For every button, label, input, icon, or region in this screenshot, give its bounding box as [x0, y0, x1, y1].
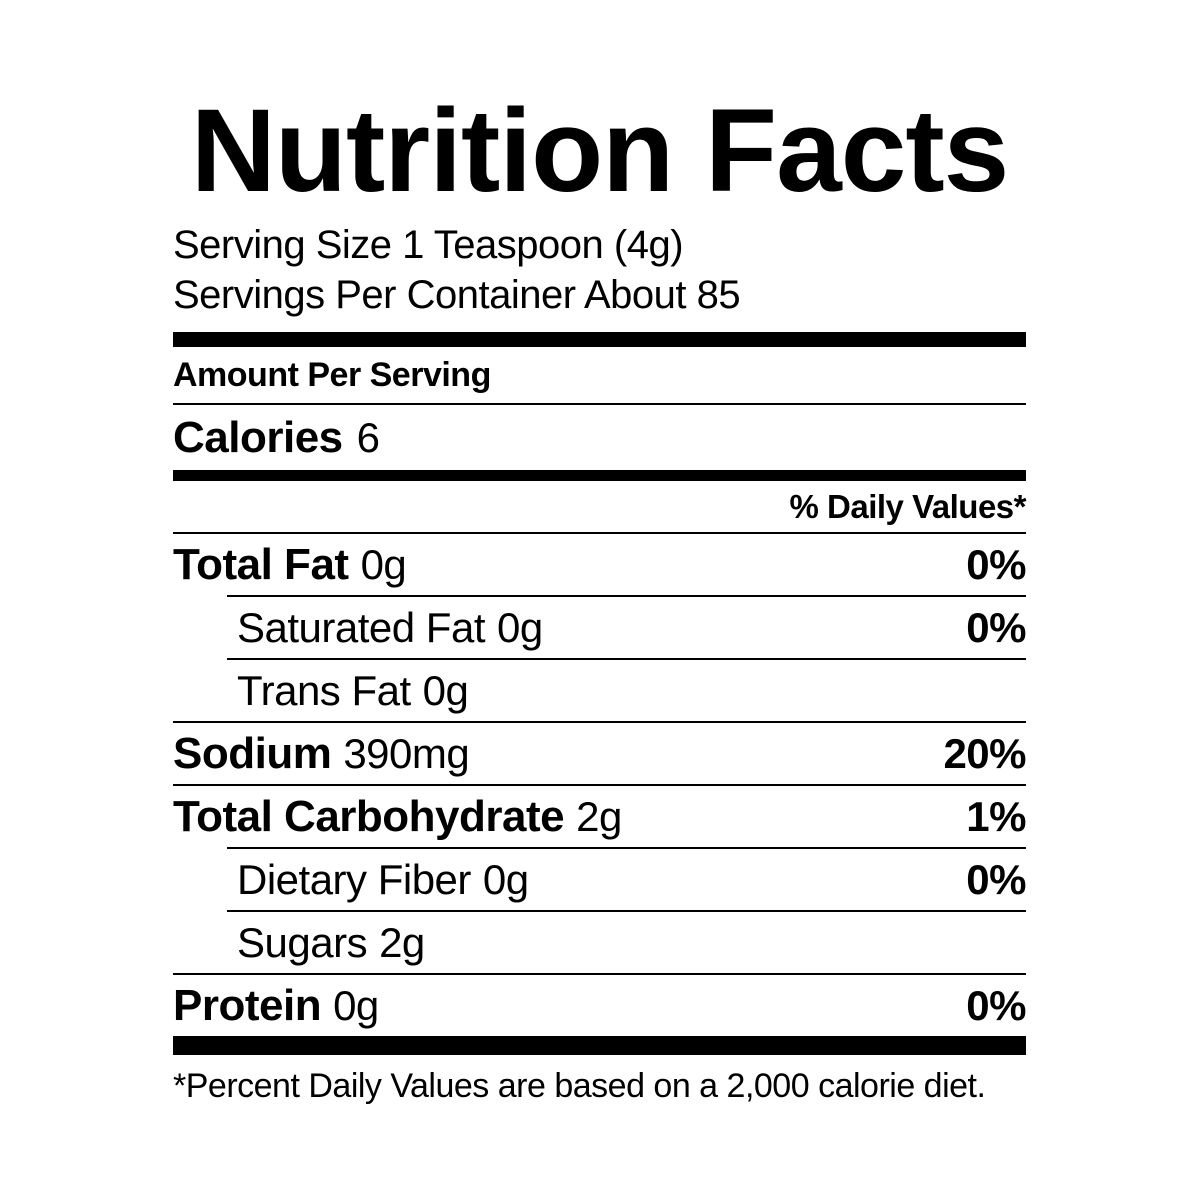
serving-size-line: Serving Size 1 Teaspoon (4g) — [173, 223, 684, 267]
nutrient-rows: Total Fat 0g 0% Saturated Fat 0g 0% Trans Fat 0… — [173, 532, 1026, 1036]
nutrient-name: Saturated Fat — [237, 603, 485, 651]
calories-row: Calories 6 — [173, 405, 1026, 470]
nutrient-row: Protein 0g 0% — [173, 973, 1026, 1036]
nutrient-name: Sodium — [173, 728, 332, 778]
nutrient-row: Sodium 390mg 20% — [173, 721, 1026, 784]
nutrient-daily-value: 0% — [966, 540, 1026, 588]
nutrient-name: Dietary Fiber — [237, 855, 471, 903]
nutrient-left: Trans Fat 0g — [227, 666, 469, 715]
nutrient-row: Sugars 2g — [227, 910, 1026, 973]
nutrient-left: Total Fat 0g — [173, 539, 407, 590]
nutrient-name: Total Fat — [173, 539, 349, 589]
nutrient-name: Sugars — [237, 918, 368, 966]
nutrient-amount: 0g — [496, 603, 543, 651]
nutrient-name: Total Carbohydrate — [173, 791, 565, 841]
footnote: *Percent Daily Values are based on a 2,0… — [173, 1067, 986, 1105]
nutrient-left: Saturated Fat 0g — [227, 604, 543, 652]
nutrient-left: Dietary Fiber 0g — [227, 856, 529, 904]
nutrient-row: Total Carbohydrate 2g 1% — [173, 784, 1026, 847]
nutrient-left: Sodium 390mg — [173, 728, 470, 779]
nutrient-row: Total Fat 0g 0% — [173, 532, 1026, 595]
nutrient-amount: 0g — [482, 855, 529, 903]
nutrient-name: Protein — [173, 980, 322, 1030]
calories-label: Calories — [173, 412, 343, 462]
thick-rule-top — [173, 332, 1026, 347]
nutrient-daily-value: 20% — [943, 729, 1026, 777]
label-title: Nutrition Facts — [190, 85, 1010, 217]
daily-values-header-row: % Daily Values* — [173, 481, 1027, 532]
nutrient-amount: 0g — [422, 666, 469, 714]
nutrient-amount: 2g — [576, 792, 622, 840]
nutrient-left: Total Carbohydrate 2g — [173, 792, 622, 842]
nutrient-amount: 0g — [360, 540, 407, 588]
thick-rule-calories — [173, 470, 1026, 481]
nutrient-left: Protein 0g — [173, 981, 379, 1031]
daily-values-header: % Daily Values* — [789, 487, 1027, 525]
nutrient-amount: 0g — [333, 981, 379, 1029]
nutrient-amount: 2g — [379, 918, 425, 966]
nutrient-row: Saturated Fat 0g 0% — [227, 595, 1026, 658]
nutrient-row: Dietary Fiber 0g 0% — [227, 847, 1026, 910]
nutrient-row: Trans Fat 0g — [227, 658, 1026, 721]
amount-per-serving-row: Amount Per Serving — [173, 347, 1026, 405]
nutrient-daily-value: 0% — [966, 981, 1026, 1029]
nutrient-name: Trans Fat — [237, 666, 411, 714]
calories-value: 6 — [356, 413, 380, 461]
serving-info: Serving Size 1 Teaspoon (4g) Servings Pe… — [173, 220, 1026, 320]
thick-rule-bottom — [173, 1036, 1026, 1055]
nutrient-left: Sugars 2g — [227, 919, 425, 967]
nutrient-daily-value: 0% — [966, 603, 1026, 651]
nutrient-amount: 390mg — [343, 729, 470, 777]
nutrient-daily-value: 0% — [966, 855, 1026, 903]
nutrition-label: Nutrition Facts Serving Size 1 Teaspoon … — [173, 85, 1027, 1106]
servings-per-container-line: Servings Per Container About 85 — [173, 273, 741, 317]
amount-per-serving-label: Amount Per Serving — [173, 355, 491, 394]
nutrient-daily-value: 1% — [966, 792, 1026, 840]
